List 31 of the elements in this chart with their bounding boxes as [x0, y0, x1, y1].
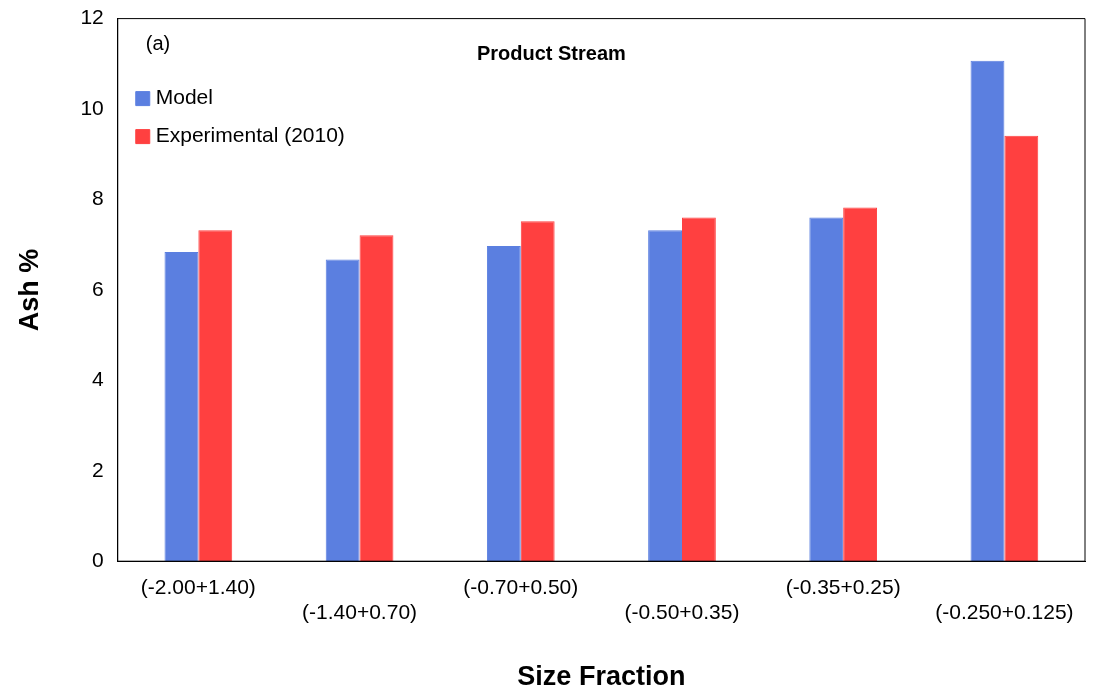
bar — [359, 235, 394, 562]
x-tick-label: (-0.250+0.125) — [935, 599, 1074, 623]
bar — [325, 259, 360, 562]
x-tick-label: (-0.70+0.50) — [463, 574, 579, 598]
x-tick-label: (-2.00+1.40) — [140, 574, 256, 598]
annotation: (a) — [145, 32, 171, 55]
bar — [520, 221, 555, 562]
bar — [198, 230, 233, 562]
bar — [681, 217, 716, 562]
bar — [809, 217, 844, 562]
y-tick-label: 2 — [92, 457, 104, 481]
y-tick-label: 0 — [92, 548, 104, 571]
bar — [970, 60, 1005, 562]
legend-label: Experimental (2010) — [155, 123, 345, 147]
bar — [1004, 135, 1039, 562]
x-axis-title: Size Fraction — [517, 661, 686, 692]
legend-label: Model — [155, 85, 213, 109]
bar — [164, 251, 199, 562]
bar — [486, 246, 521, 562]
bar — [843, 207, 878, 562]
bar — [648, 230, 682, 562]
y-tick-label: 10 — [80, 95, 104, 119]
y-axis-title: Ash % — [13, 248, 44, 332]
x-tick-label: (-0.50+0.35) — [624, 599, 740, 623]
y-tick-label: 4 — [92, 367, 105, 391]
x-tick-label: (-0.35+0.25) — [785, 574, 901, 598]
text: Product Stream — [476, 42, 626, 65]
y-tick-label: 8 — [92, 186, 104, 210]
y-tick-label: 6 — [92, 276, 104, 300]
y-tick-label: 12 — [80, 5, 104, 29]
x-tick-label: (-1.40+0.70) — [302, 599, 418, 623]
